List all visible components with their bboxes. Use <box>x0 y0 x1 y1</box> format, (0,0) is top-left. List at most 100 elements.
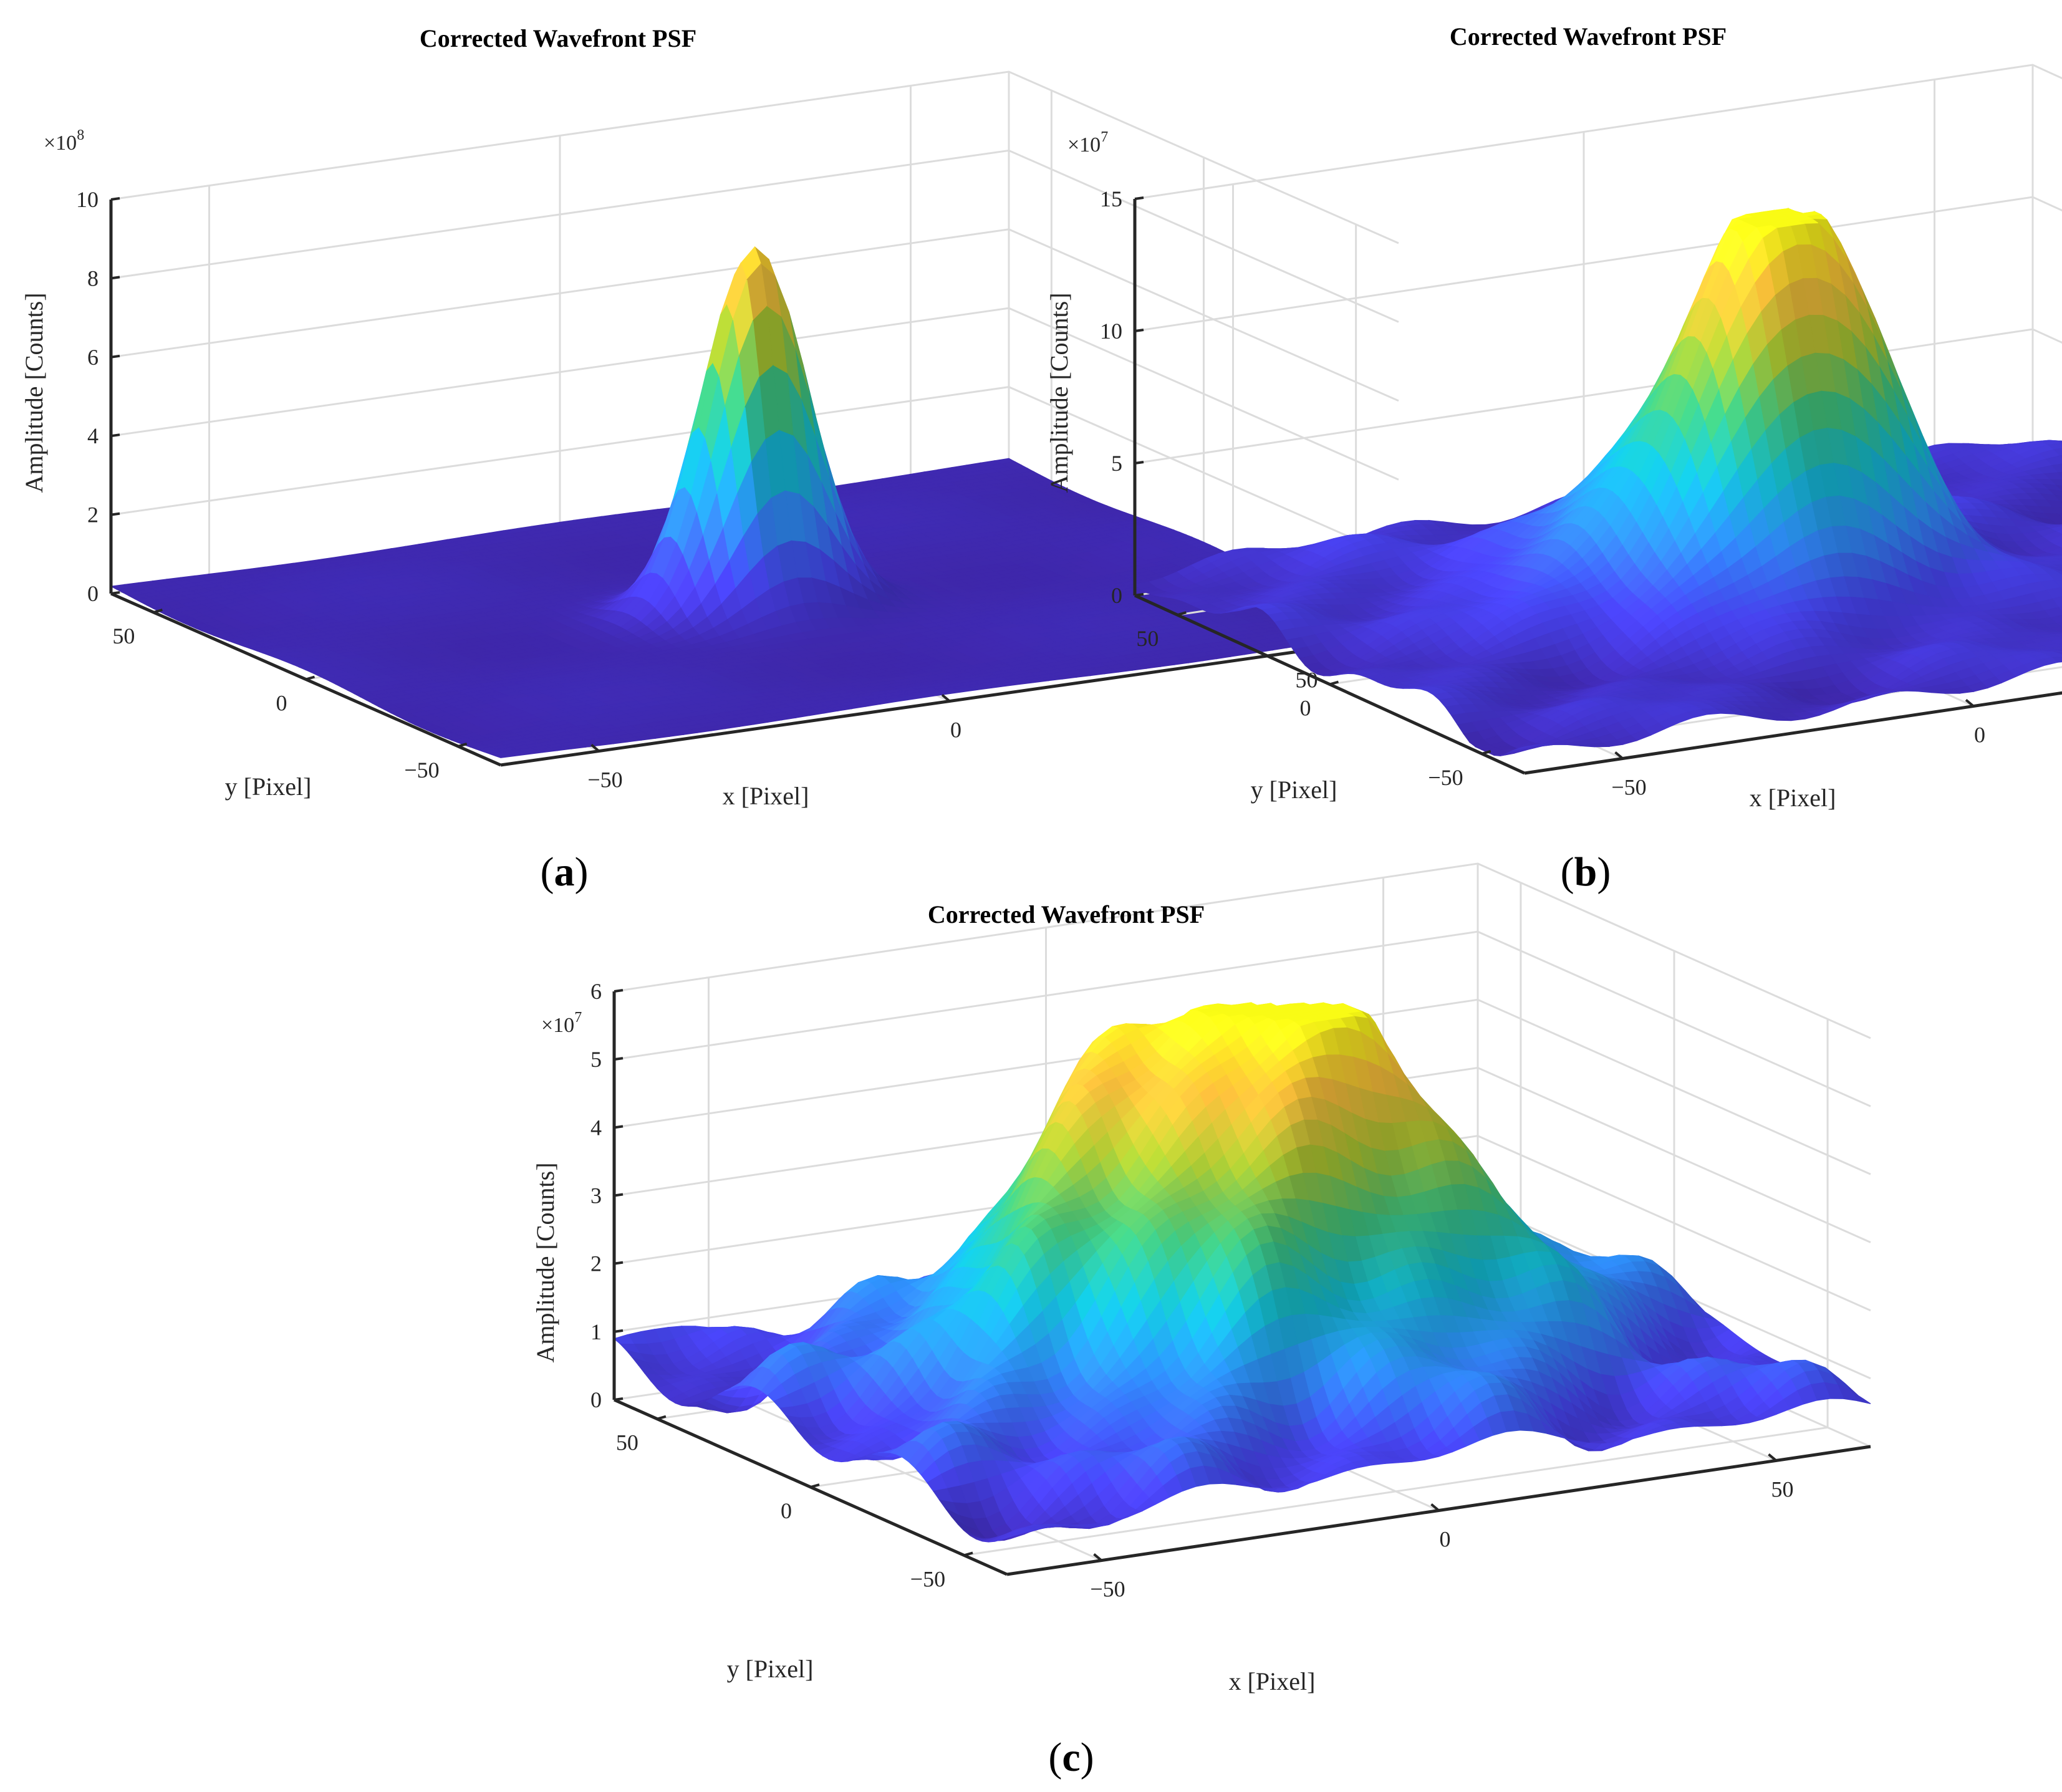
surface-patch <box>678 561 701 566</box>
surface-patch <box>498 733 522 739</box>
surface-patch <box>829 660 852 666</box>
surface-patch <box>436 549 460 555</box>
surface-patch <box>789 603 811 623</box>
surface-patch <box>907 562 930 568</box>
surface-patch <box>323 653 344 658</box>
surface-patch <box>740 246 761 281</box>
surface-patch <box>1195 604 1216 609</box>
surface-patch <box>1126 657 1149 663</box>
surface-patch <box>764 430 786 499</box>
surface-patch <box>323 594 346 600</box>
surface-patch <box>837 701 861 707</box>
surface-patch <box>292 662 316 668</box>
surface-patch <box>1871 492 1892 495</box>
surface-patch <box>367 690 390 696</box>
surface-patch <box>1218 639 1241 646</box>
surface-patch <box>901 559 924 565</box>
surface-patch <box>748 710 771 717</box>
surface-patch <box>503 579 527 584</box>
surface-patch <box>683 511 706 516</box>
surface-patch <box>561 573 582 579</box>
surface-patch <box>816 543 839 550</box>
surface-patch <box>635 675 657 680</box>
surface-patch <box>1193 580 1216 586</box>
surface-patch <box>885 622 907 629</box>
surface-patch <box>562 612 585 619</box>
surface-patch <box>1777 483 1799 492</box>
surface-patch <box>398 622 421 629</box>
surface-patch <box>740 503 761 508</box>
surface-patch <box>1026 575 1049 581</box>
surface-patch <box>1203 593 1226 599</box>
surface-patch <box>1027 678 1049 683</box>
surface-patch <box>794 349 816 437</box>
surface-patch <box>546 657 567 663</box>
surface-patch <box>821 554 844 561</box>
surface-patch <box>494 696 517 702</box>
surface-patch <box>890 494 912 499</box>
surface-patch <box>1851 489 1873 496</box>
surface-patch <box>1863 491 1887 498</box>
surface-patch <box>1921 503 1942 506</box>
surface-patch <box>892 509 915 515</box>
surface-patch <box>538 706 562 713</box>
surface-patch <box>665 713 688 720</box>
surface-patch <box>627 572 648 592</box>
surface-patch <box>362 631 385 637</box>
surface-patch <box>699 713 723 720</box>
surface-patch <box>1142 565 1165 572</box>
surface-patch <box>1002 504 1026 510</box>
surface-patch <box>1624 488 1644 491</box>
surface-patch <box>722 675 746 680</box>
surface-patch <box>1017 587 1038 592</box>
surface-patch <box>889 635 912 642</box>
surface-patch <box>683 563 707 569</box>
surface-patch <box>683 696 706 701</box>
surface-patch <box>804 673 828 679</box>
surface-patch <box>625 663 646 669</box>
surface-patch <box>1597 489 1618 491</box>
surface-patch <box>389 552 410 558</box>
surface-patch <box>615 587 637 595</box>
surface-patch <box>764 643 787 651</box>
x-axis-label-a: x [Pixel] <box>723 782 809 810</box>
surface-patch <box>289 573 310 579</box>
surface-patch <box>1046 549 1069 556</box>
surface-patch <box>547 650 571 656</box>
surface-patch <box>1990 499 2011 506</box>
surface-patch <box>840 483 861 488</box>
surface-patch <box>799 693 823 699</box>
surface-patch <box>563 640 586 647</box>
surface-patch <box>583 670 604 675</box>
surface-patch <box>783 654 806 660</box>
surface-patch <box>539 733 562 739</box>
surface-patch <box>1925 482 1949 488</box>
surface-patch <box>564 684 587 690</box>
surface-patch <box>659 662 682 668</box>
surface-patch <box>1778 498 1799 504</box>
surface-patch <box>1967 500 1988 504</box>
surface-patch <box>953 620 976 627</box>
surface-patch <box>254 599 277 606</box>
surface-patch <box>714 551 737 557</box>
surface-patch <box>1281 635 1304 641</box>
surface-patch <box>1062 669 1086 675</box>
surface-patch <box>1203 615 1227 621</box>
surface-patch <box>230 589 254 595</box>
surface-patch <box>862 498 884 503</box>
surface-patch <box>492 703 515 710</box>
surface-patch <box>466 648 490 653</box>
surface-patch <box>273 607 296 614</box>
surface-patch <box>1090 511 1111 517</box>
surface-patch <box>866 676 887 682</box>
surface-patch <box>438 572 459 577</box>
surface-patch <box>1266 613 1288 619</box>
surface-patch <box>378 620 401 627</box>
surface-patch <box>925 486 949 492</box>
surface-patch <box>937 630 960 637</box>
surface-patch <box>1009 531 1032 537</box>
surface-patch <box>517 554 540 559</box>
surface-patch <box>581 676 602 682</box>
surface-patch <box>471 679 495 685</box>
surface-patch <box>1978 484 2002 491</box>
